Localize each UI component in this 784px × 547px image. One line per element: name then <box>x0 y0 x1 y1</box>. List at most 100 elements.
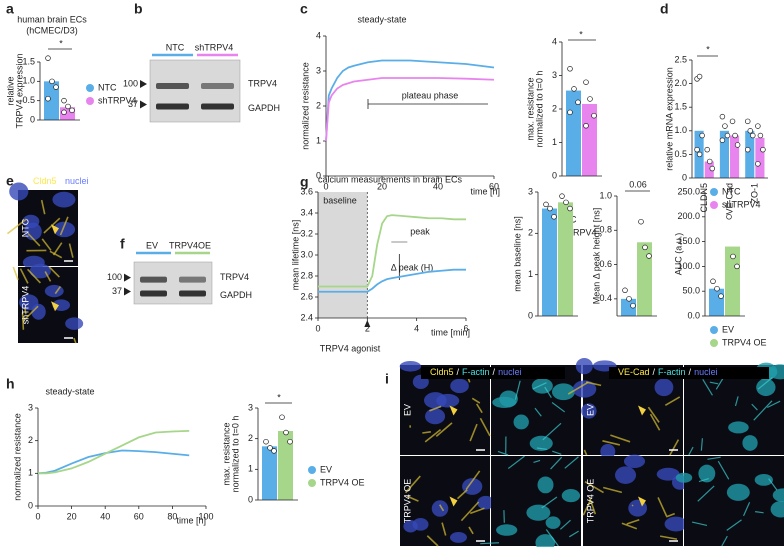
line-series <box>325 77 495 142</box>
data-point <box>646 253 652 259</box>
bar <box>262 446 277 500</box>
marker-label: 100 <box>123 78 138 88</box>
stain <box>514 380 521 400</box>
nucleus <box>399 361 422 372</box>
y-axis-label: normalized to t=0 h <box>230 416 240 493</box>
nucleus <box>742 435 758 451</box>
stain <box>649 413 661 431</box>
channel-name: Cldn5 <box>33 176 57 186</box>
stain <box>406 495 419 502</box>
x-tick-label: 60 <box>489 181 499 191</box>
stain <box>507 455 525 470</box>
data-point <box>583 79 589 85</box>
y-axis-label: Mean Δ peak height [ns] <box>591 208 601 305</box>
stain <box>751 403 758 411</box>
annotation: peak <box>410 226 430 236</box>
x-tick-label: ZO-1 <box>750 183 760 204</box>
stain <box>6 218 27 235</box>
y-tick-label: 200.0 <box>677 211 700 221</box>
nucleus <box>623 454 646 468</box>
legend-swatch <box>86 84 94 92</box>
data-point <box>567 205 573 212</box>
y-tick-label: 4 <box>316 30 321 40</box>
stain <box>721 535 728 547</box>
data-point <box>755 123 761 129</box>
legend-swatch <box>308 466 316 474</box>
stain <box>726 519 742 531</box>
protein-label: TRPV4 <box>220 272 249 282</box>
nucleus <box>496 524 518 536</box>
nucleus <box>756 378 776 397</box>
header-bg <box>421 367 565 379</box>
stain <box>19 268 29 284</box>
y-tick-label: 0.4 <box>599 293 612 303</box>
data-point <box>279 414 285 420</box>
chart-title: steady-state <box>45 386 94 396</box>
nucleus <box>654 378 674 397</box>
y-tick-label: 100.0 <box>677 261 700 271</box>
nucleus <box>575 358 593 375</box>
legend-swatch <box>710 201 718 209</box>
stain <box>647 406 660 423</box>
stain <box>435 422 453 438</box>
stain <box>665 512 675 518</box>
stain <box>559 519 571 530</box>
stain <box>583 449 588 456</box>
nucleus <box>675 472 693 483</box>
stain <box>707 456 721 460</box>
data-point <box>583 122 589 129</box>
data-point <box>729 118 736 125</box>
stain <box>550 456 563 470</box>
data-point <box>559 193 565 199</box>
legend-label: shTRPV4 <box>98 95 137 105</box>
bar <box>542 208 557 316</box>
data-point <box>734 263 740 270</box>
y-tick-label: 0.5 <box>674 149 687 159</box>
nucleus <box>529 435 553 451</box>
x-tick-label: 0 <box>35 511 40 521</box>
y-axis-label: max. resistance <box>221 422 231 485</box>
y-axis-label: normalized resistance <box>12 413 22 501</box>
y-tick-label: 0 <box>248 494 253 504</box>
stain <box>660 535 678 540</box>
stain <box>475 403 483 414</box>
blot-frame <box>133 261 213 305</box>
stain <box>460 501 480 522</box>
data-point <box>760 146 766 153</box>
annotation: Δ peak (H) <box>391 262 434 272</box>
data-point <box>543 201 549 208</box>
nucleus <box>9 182 29 201</box>
bar <box>637 242 652 316</box>
nucleus <box>423 392 447 409</box>
panel-label: a <box>6 1 14 17</box>
row-label: shTRPV4 <box>20 286 30 325</box>
stain <box>465 470 481 490</box>
marker-arrow <box>140 100 147 109</box>
data-point <box>567 66 573 72</box>
data-point <box>271 448 277 454</box>
bar <box>745 130 755 178</box>
data-point <box>638 218 644 225</box>
data-point <box>45 95 51 102</box>
stain <box>479 417 491 437</box>
x-tick-label: 100 <box>198 511 213 521</box>
protein-label: GAPDH <box>248 103 280 113</box>
x-tick-label: 20 <box>377 181 387 191</box>
data-point <box>750 132 756 139</box>
y-axis-label: normalized resistance <box>300 62 310 150</box>
bar <box>44 81 59 120</box>
nucleus <box>31 303 46 320</box>
line-series <box>318 214 466 288</box>
stain <box>768 478 778 491</box>
y-tick-label: 3 <box>28 402 33 412</box>
annotation: * <box>59 38 63 48</box>
stain <box>602 440 621 446</box>
data-point <box>547 205 553 212</box>
nucleus <box>531 378 553 394</box>
data-point <box>718 293 724 299</box>
data-point <box>626 296 632 302</box>
header-bg <box>609 367 769 379</box>
stain <box>626 518 640 525</box>
y-tick-label: 3.4 <box>300 207 313 217</box>
